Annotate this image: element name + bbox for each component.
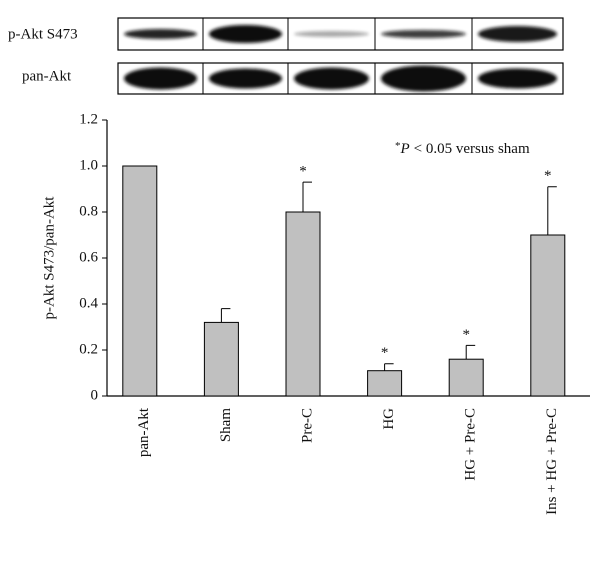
y-tick-label: 0.6: [79, 249, 98, 265]
significance-marker: *: [381, 345, 389, 361]
bar: [530, 234, 566, 397]
bar: [367, 370, 403, 397]
note-symbol: P: [400, 141, 410, 157]
blot-band: [124, 67, 197, 90]
blot-strips: [117, 17, 564, 95]
x-tick-label: Pre-C: [299, 408, 315, 443]
blot-band: [294, 31, 369, 37]
y-tick-label: 0.2: [79, 341, 98, 357]
blot-band: [209, 68, 282, 89]
blot-band: [478, 68, 557, 89]
y-tick-label: 0: [91, 387, 99, 403]
note-marker: *: [395, 140, 401, 152]
significance-marker: *: [462, 327, 470, 343]
note-text: < 0.05 versus sham: [414, 141, 530, 157]
bar: [203, 321, 239, 397]
error-bar: [220, 308, 231, 323]
blot-band: [209, 25, 282, 43]
x-tick-label: Ins + HG + Pre-C: [544, 408, 560, 515]
blot-label: p-Akt S473: [8, 26, 78, 42]
error-bar: [547, 186, 557, 235]
bar: [448, 358, 484, 397]
blot-band: [124, 29, 197, 39]
significance-marker: *: [544, 168, 552, 184]
y-tick-label: 1.2: [79, 111, 98, 127]
y-tick-label: 1.0: [79, 157, 98, 173]
blot-band: [294, 67, 369, 90]
blot-band: [478, 26, 557, 42]
bar: [285, 211, 321, 397]
significance-marker: *: [299, 164, 307, 180]
x-tick-label: HG + Pre-C: [463, 408, 479, 481]
x-tick-label: Sham: [218, 408, 234, 443]
y-tick-label: 0.8: [79, 203, 98, 219]
bar: [122, 165, 158, 397]
blot-label: pan-Akt: [22, 68, 72, 84]
error-bar: [465, 344, 476, 360]
y-axis-label: p-Akt S473/pan-Akt: [41, 196, 57, 320]
x-tick-label: HG: [381, 408, 397, 430]
error-bar: [384, 363, 394, 371]
y-tick-label: 0.4: [79, 295, 98, 311]
blot-band: [381, 30, 466, 38]
note: *P < 0.05 versus sham: [395, 140, 530, 158]
blot-band: [381, 65, 466, 92]
x-tick-label: pan-Akt: [136, 407, 152, 457]
error-bar: [302, 181, 312, 212]
